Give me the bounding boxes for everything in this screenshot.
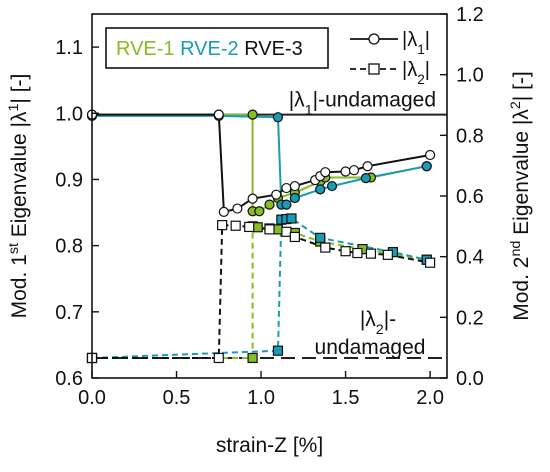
data-point-rve1_l2 <box>247 352 258 364</box>
data-point-rve3_l1 <box>320 167 331 178</box>
y-left-tick-label: 0.7 <box>55 302 83 324</box>
y-left-tick-label: 0.6 <box>55 368 83 390</box>
data-point-rve3_l2 <box>320 242 331 253</box>
y-left-tick-label: 1.0 <box>55 103 83 125</box>
data-point-rve3_l2 <box>230 220 241 231</box>
data-point-rve2_l1 <box>289 192 300 204</box>
data-point-rve3_l1 <box>271 189 282 200</box>
data-point-rve3_l1 <box>247 193 258 204</box>
legend-lambda-label: |λ2| <box>402 59 430 87</box>
data-point-rve2_l1 <box>360 173 371 184</box>
x-tick-label: 2.0 <box>416 387 444 409</box>
y-right-tick-label: 0.8 <box>456 125 484 147</box>
data-point-rve3_l1 <box>362 161 373 172</box>
legend-rve-labels: RVE-1 RVE-2 RVE-3 <box>116 38 303 60</box>
data-point-rve2_l2 <box>272 345 284 356</box>
data-point-rve3_l1 <box>348 165 360 176</box>
legend-rve-box <box>105 27 329 69</box>
series-line-rve3_l1 <box>92 113 431 213</box>
y-right-tick-label: 1.2 <box>456 4 484 26</box>
data-point-rve3_l2 <box>281 226 292 237</box>
y-right-tick-label: 0.6 <box>456 186 484 208</box>
data-point-rve3_l1 <box>289 180 300 192</box>
legend-rve-item: RVE-3 <box>239 38 303 60</box>
data-point-rve3_l2 <box>264 224 275 235</box>
data-point-rve3_l2 <box>365 248 377 259</box>
data-point-rve2_l1 <box>315 184 326 195</box>
y-right-tick-label: 0.4 <box>456 247 484 269</box>
data-point-rve1_l1 <box>247 109 258 120</box>
x-tick-label: 1.0 <box>247 387 275 409</box>
data-point-rve2_l2 <box>315 232 326 243</box>
data-point-rve3_l1 <box>281 182 292 194</box>
x-tick-label: 0.5 <box>163 387 191 409</box>
x-tick-label: 1.5 <box>332 387 360 409</box>
y-left-tick-label: 0.8 <box>55 236 83 258</box>
data-point-rve3_l2 <box>382 249 393 260</box>
x-axis-title: strain-Z [%] <box>216 434 323 457</box>
data-point-rve3_l1 <box>218 206 229 217</box>
data-point-rve3_l2 <box>352 247 363 259</box>
x-tick-label: 0.0 <box>78 387 106 409</box>
series-line-rve1_l1 <box>92 113 427 213</box>
y-left-tick-label: 1.1 <box>55 37 83 59</box>
legend-rve-item: RVE-2 <box>175 38 239 60</box>
reference-label-lambda2: |λ2|- <box>360 308 396 338</box>
legend-lambda-label: |λ1| <box>402 29 430 57</box>
data-point-rve3_l1 <box>340 166 351 177</box>
legend-lambda-marker <box>368 63 380 75</box>
data-point-rve3_l1 <box>232 203 243 214</box>
data-point-rve2_l2 <box>286 213 297 224</box>
series-line-rve2_l1 <box>92 114 427 206</box>
data-point-rve3_l2 <box>340 246 351 257</box>
reference-label-lambda1: |λ1|-undamaged <box>289 89 436 119</box>
data-point-rve1_l1 <box>254 206 265 217</box>
legend-lambda-marker <box>368 33 380 45</box>
y-left-axis-title: Mod. 1st Eigenvalue |λ1| [-] <box>6 74 31 319</box>
data-point-rve3_l2 <box>217 220 228 231</box>
data-point-rve3_l2 <box>244 221 255 233</box>
y-left-tick-label: 0.9 <box>55 169 83 191</box>
data-point-rve3_l1 <box>424 149 436 161</box>
data-point-rve1_l1 <box>264 199 275 210</box>
y-right-tick-label: 1.0 <box>456 65 484 87</box>
y-right-tick-label: 0.0 <box>456 368 484 390</box>
data-point-rve2_l1 <box>326 180 338 192</box>
data-point-rve3_l2 <box>289 231 300 243</box>
data-point-rve3_l2 <box>213 352 224 364</box>
data-point-rve3_l1 <box>213 109 224 120</box>
legend-rve-item: RVE-1 <box>116 38 175 60</box>
data-point-rve1_l2 <box>272 224 284 235</box>
y-right-tick-label: 0.2 <box>456 307 484 329</box>
data-point-rve1_l2 <box>252 222 263 233</box>
data-point-rve2_l1 <box>421 161 432 172</box>
y-right-axis-title: Mod. 2nd Eigenvalue |λ2| [-] <box>508 71 533 321</box>
data-point-rve3_l2 <box>424 257 436 268</box>
data-point-rve2_l1 <box>281 199 292 210</box>
reference-label-lambda2-line2: undamaged <box>315 336 426 359</box>
data-point-rve2_l1 <box>272 112 284 123</box>
